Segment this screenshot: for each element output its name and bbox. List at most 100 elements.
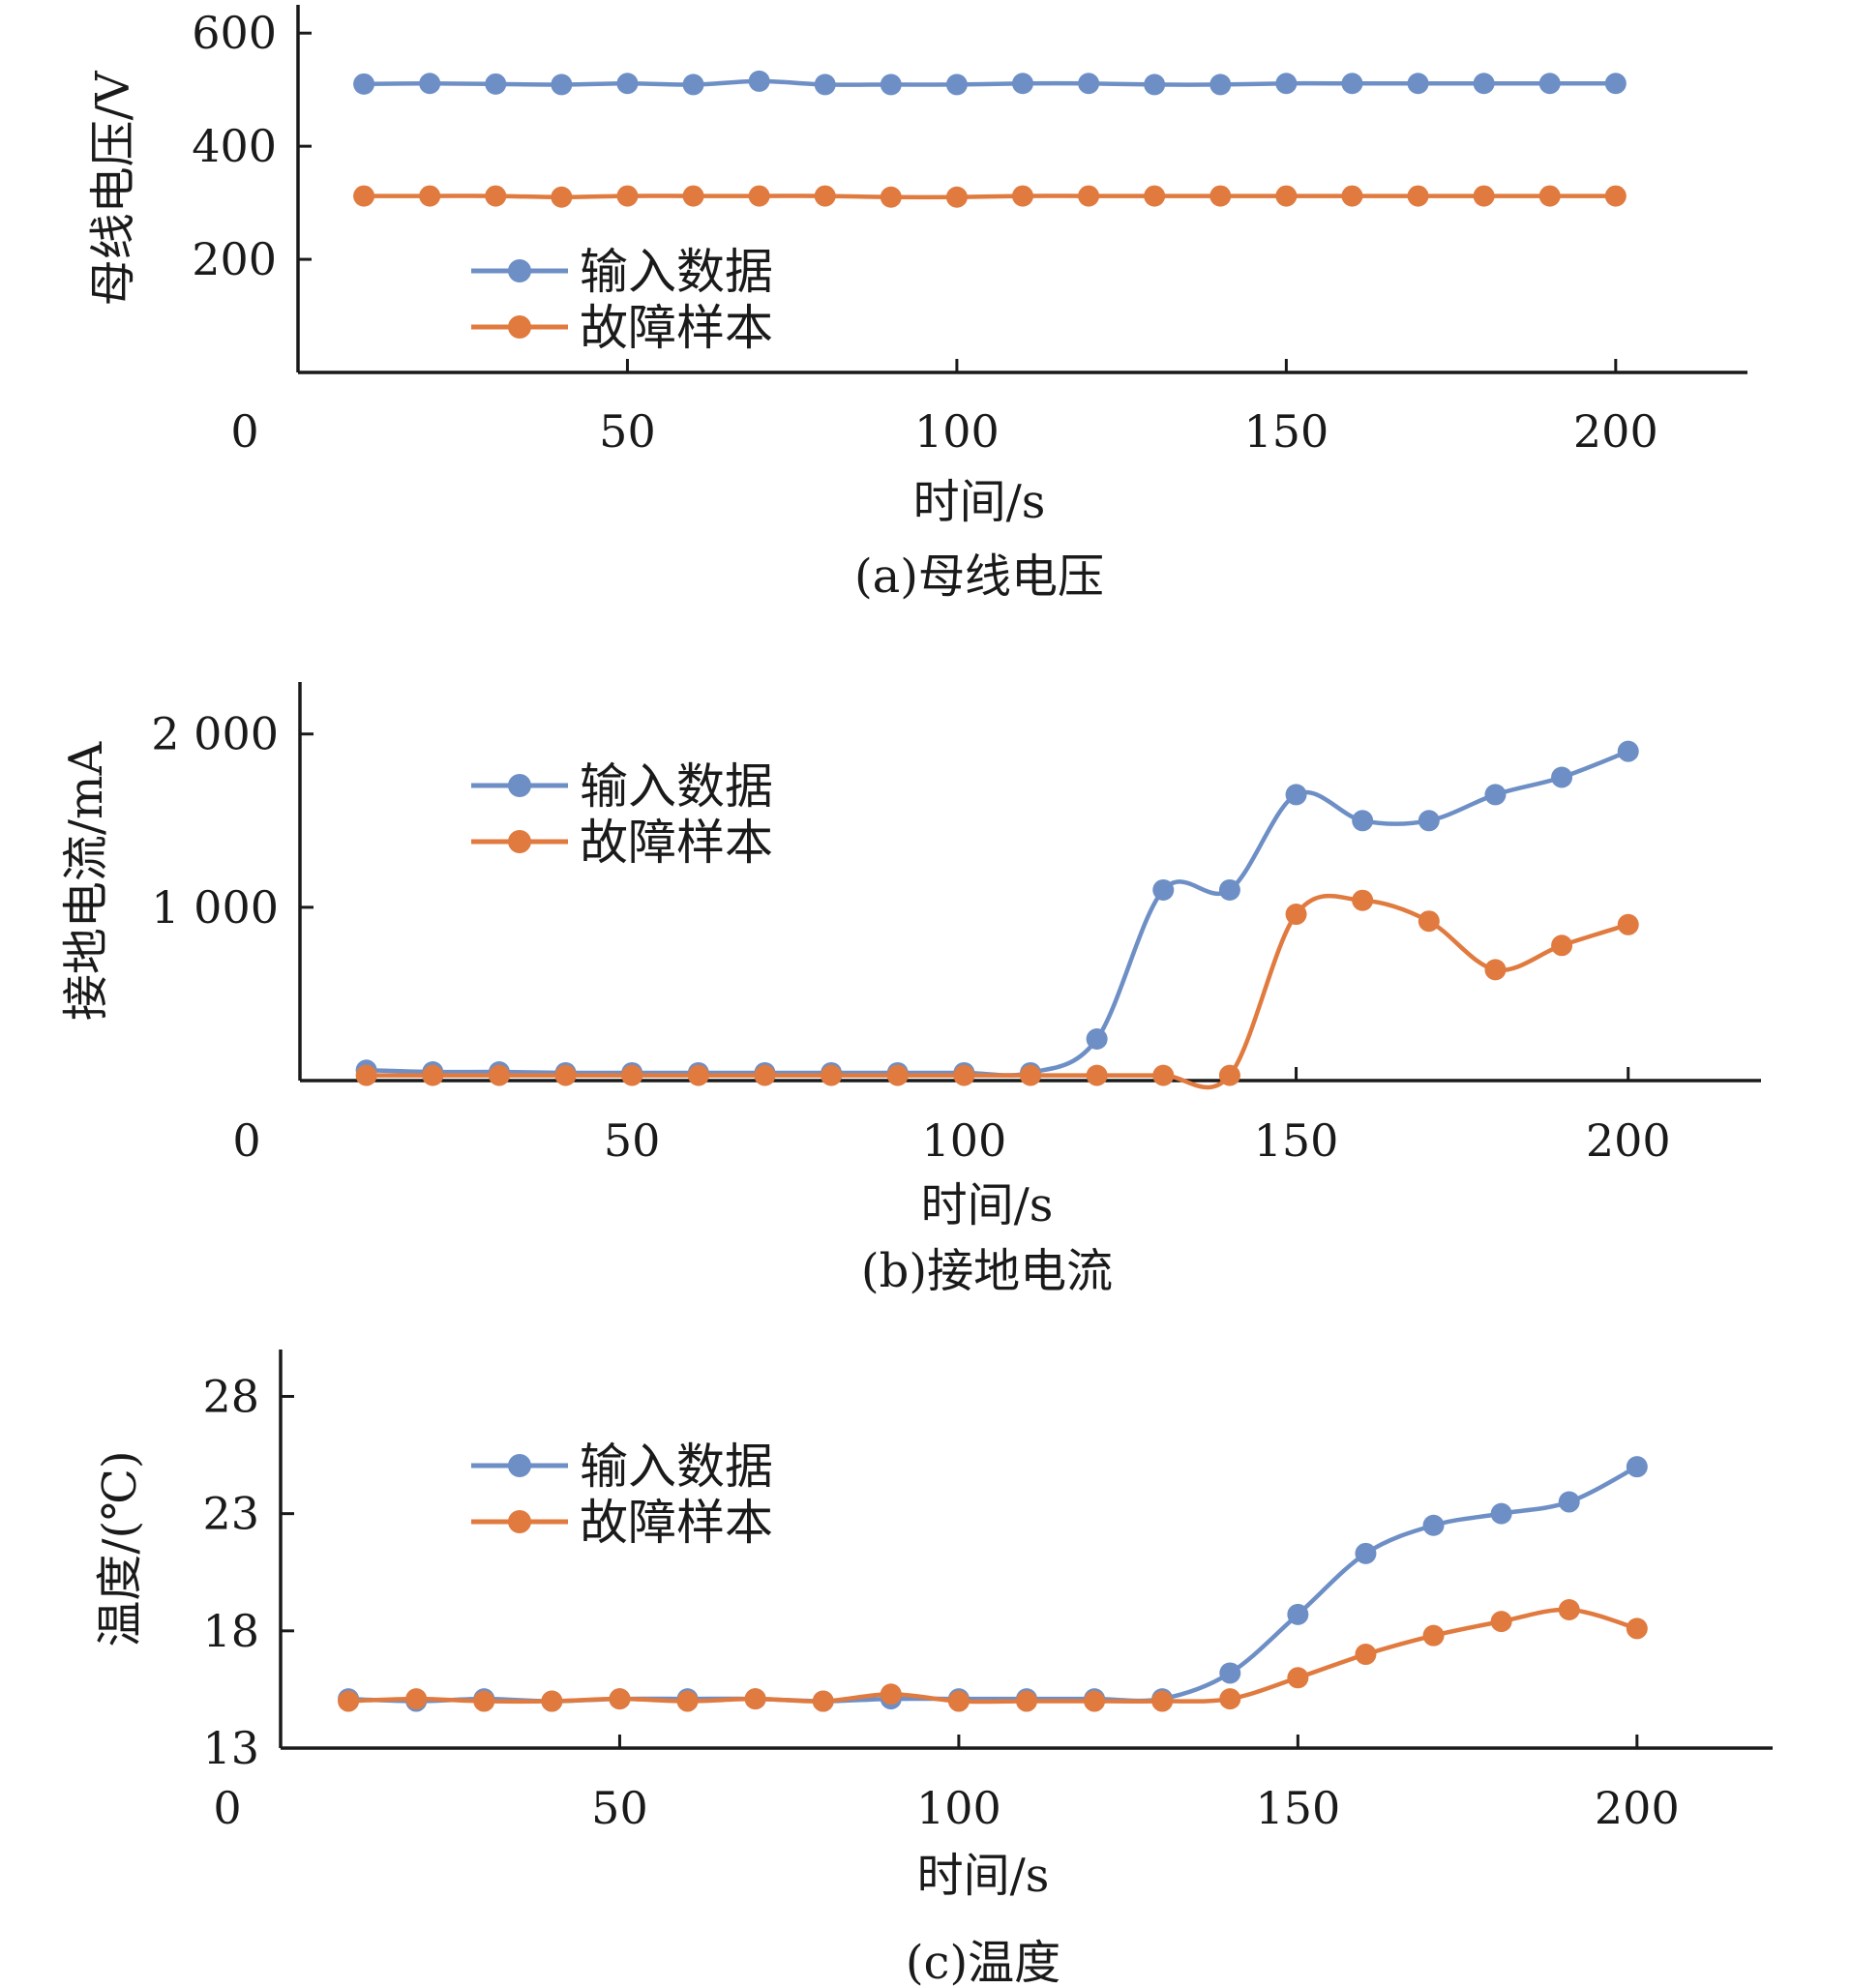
data-point [405,1688,428,1710]
data-point [748,70,770,92]
x-tick-label: 0 [230,405,258,458]
panel-3: 0 50 100 150 200 13 18 23 28 时间/s 温度/(℃) (c)温度 输入数据故… [93,1350,1773,1988]
data-point [355,1064,377,1086]
data-point [880,186,902,208]
data-point [1355,1542,1377,1564]
data-point [754,1064,776,1086]
panel-1: 0 50 100 150 200 200 400 600 时间/s 母线电压/V (a)母线电压 输入… [86,5,1747,604]
data-point [744,1688,766,1710]
data-point [1012,73,1033,95]
panel-2: 0 50 100 150 200 1 000 2 000 时间/s 接地电流/mA (b)接地电流… [59,682,1761,1298]
data-point [1218,1064,1240,1086]
y-axis-title: 温度/(℃) [93,1450,147,1647]
y-tick-label: 400 [192,120,277,172]
data-point [1407,185,1429,207]
data-point [1558,1599,1580,1621]
data-point [353,73,375,95]
x-tick-label: 50 [591,1782,648,1834]
data-point [551,186,573,208]
data-point [814,185,836,207]
data-point [1020,1064,1041,1086]
data-point [945,74,968,96]
data-point [1551,935,1573,957]
panel-caption: (b)接地电流 [861,1244,1113,1298]
data-point [1012,185,1033,207]
data-point [1484,959,1507,981]
data-point [1617,913,1639,935]
x-tick-label: 0 [213,1782,241,1834]
data-point [1219,1662,1241,1684]
data-point [419,185,441,207]
x-tick-label: 150 [1254,1114,1339,1167]
data-point [1352,810,1374,832]
data-point [1341,185,1363,207]
data-point [1473,185,1495,207]
data-point [1538,73,1561,95]
data-point [1422,1624,1445,1647]
data-point [1538,185,1561,207]
data-point [1275,185,1298,207]
data-point [1341,73,1363,95]
data-point [1484,784,1507,806]
x-tick-label: 50 [604,1114,661,1167]
data-point [1151,1690,1174,1712]
y-tick-label: 23 [202,1488,259,1540]
data-point [1407,73,1429,95]
series-fault [355,889,1639,1090]
data-point [814,74,836,96]
legend-label: 故障样本 [580,815,773,871]
legend-label: 输入数据 [580,758,773,815]
data-point [1285,904,1307,926]
data-point [473,1690,495,1712]
x-tick-label: 200 [1595,1782,1680,1834]
data-point [1209,185,1232,207]
y-axis-title: 母线电压/V [86,70,140,306]
data-point [1078,185,1100,207]
x-tick-label: 200 [1573,405,1658,458]
data-point [1626,1456,1648,1478]
data-point [485,73,507,95]
data-point [1355,1644,1377,1666]
data-point [1086,1064,1108,1086]
legend-swatch-marker [508,315,531,339]
series-input [355,740,1639,1083]
data-point [1016,1690,1037,1712]
y-tick-label: 1 000 [151,881,279,934]
data-point [1086,1028,1108,1051]
series-line [348,1607,1638,1705]
data-point [1418,810,1440,832]
data-point [880,1683,902,1706]
data-point [1490,1611,1512,1633]
data-point [1551,766,1573,788]
data-point [1218,878,1240,901]
y-tick-label: 13 [202,1722,259,1774]
y-axis-title: 接地电流/mA [59,740,113,1021]
x-tick-label: 150 [1255,1782,1340,1834]
data-point [1078,73,1100,95]
data-point [1144,74,1166,96]
data-point [945,186,968,208]
series-fault [338,1599,1648,1712]
data-point [1287,1667,1309,1689]
legend-label: 输入数据 [580,1439,773,1495]
data-point [1604,185,1627,207]
data-point [1473,73,1495,95]
data-point [1084,1690,1106,1712]
data-point [1558,1491,1580,1513]
x-tick-label: 100 [916,1782,1001,1834]
legend-item: 故障样本 [471,300,773,356]
x-axis-title: 时间/s [913,475,1046,529]
y-tick-label: 2 000 [151,708,279,760]
data-point [1144,185,1166,207]
data-point [676,1690,699,1712]
y-tick-label: 18 [202,1605,259,1657]
data-point [485,185,507,207]
legend-swatch-marker [508,1510,531,1533]
x-tick-label: 0 [232,1114,260,1167]
data-point [1219,1688,1241,1710]
data-point [419,73,441,95]
legend-swatch-marker [508,259,531,282]
y-tick-label: 200 [192,233,277,285]
series-input [338,1456,1648,1712]
